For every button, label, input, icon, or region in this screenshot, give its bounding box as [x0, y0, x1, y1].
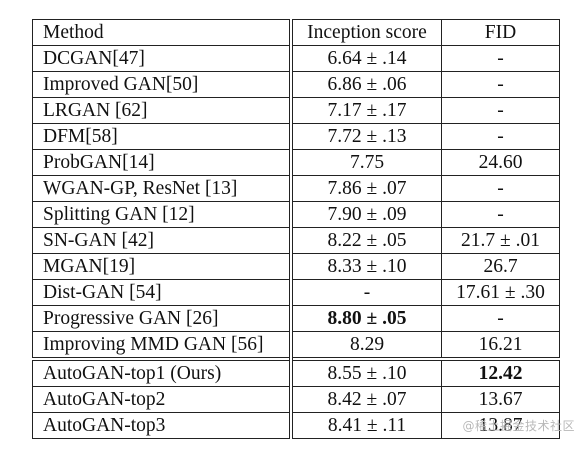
fid-cell: - — [441, 305, 560, 332]
fid-cell: 16.21 — [441, 331, 560, 360]
fid-cell: 26.7 — [441, 253, 560, 280]
inception-score-cell: 8.41 ± .11 — [291, 412, 442, 439]
fid-cell: - — [441, 123, 560, 150]
method-cell: SN-GAN [42] — [32, 227, 293, 254]
inception-score-cell: 7.90 ± .09 — [291, 201, 442, 228]
inception-score-cell: 6.86 ± .06 — [291, 71, 442, 98]
table-row: AutoGAN-top1 (Ours) 8.55 ± .10 12.42 — [32, 357, 560, 387]
watermark-text: @稀土掘金技术社区 — [462, 419, 575, 433]
fid-cell: 13.87 — [441, 412, 560, 439]
inception-score-cell: 8.42 ± .07 — [291, 386, 442, 413]
method-cell: DFM[58] — [32, 123, 293, 150]
inception-score-cell: 8.33 ± .10 — [291, 253, 442, 280]
fid-cell: 24.60 — [441, 149, 560, 176]
fid-cell: - — [441, 71, 560, 98]
table-row: Improved GAN[50] 6.86 ± .06- — [32, 71, 560, 98]
method-cell: ProbGAN[14] — [32, 149, 293, 176]
method-cell: Improved GAN[50] — [32, 71, 293, 98]
inception-score-cell: 7.17 ± .17 — [291, 97, 442, 124]
method-cell: WGAN-GP, ResNet [13] — [32, 175, 293, 202]
method-cell: Splitting GAN [12] — [32, 201, 293, 228]
table-row: SN-GAN [42] 8.22 ± .05 21.7 ± .01 — [32, 227, 560, 254]
inception-score-cell: 8.29 — [291, 331, 442, 360]
results-table: Method Inception score FID DCGAN[47] 6.64… — [32, 19, 560, 439]
method-cell: AutoGAN-top1 (Ours) — [32, 357, 293, 387]
fid-cell: 17.61 ± .30 — [441, 279, 560, 306]
table-row: AutoGAN-top2 8.42 ± .07 13.67 — [32, 386, 560, 413]
method-cell: LRGAN [62] — [32, 97, 293, 124]
inception-score-cell: - — [291, 279, 442, 306]
fid-cell: - — [441, 97, 560, 124]
header-method: Method — [32, 19, 293, 46]
method-cell: AutoGAN-top3 — [32, 412, 293, 439]
inception-score-cell: 6.64 ± .14 — [291, 45, 442, 72]
inception-score-cell: 7.75 — [291, 149, 442, 176]
table-row: LRGAN [62] 7.17 ± .17- — [32, 97, 560, 124]
table-row: Improving MMD GAN [56] 8.29 16.21 — [32, 331, 560, 360]
table-body: DCGAN[47] 6.64 ± .14- Improved GAN[50] 6.86… — [32, 45, 560, 439]
table-row: Splitting GAN [12] 7.90 ± .09- — [32, 201, 560, 228]
table-row: DFM[58] 7.72 ± .13- — [32, 123, 560, 150]
inception-score-cell: 7.86 ± .07 — [291, 175, 442, 202]
inception-score-cell: 8.22 ± .05 — [291, 227, 442, 254]
method-cell: Improving MMD GAN [56] — [32, 331, 293, 360]
method-cell: Dist-GAN [54] — [32, 279, 293, 306]
method-cell: Progressive GAN [26] — [32, 305, 293, 332]
table-row: AutoGAN-top3 8.41 ± .11 13.87 — [32, 412, 560, 439]
method-cell: MGAN[19] — [32, 253, 293, 280]
table-row: WGAN-GP, ResNet [13] 7.86 ± .07- — [32, 175, 560, 202]
method-cell: AutoGAN-top2 — [32, 386, 293, 413]
table-row: DCGAN[47] 6.64 ± .14- — [32, 45, 560, 72]
header-row: Method Inception score FID — [32, 19, 560, 46]
table-row: Dist-GAN [54] -17.61 ± .30 — [32, 279, 560, 306]
fid-cell: 21.7 ± .01 — [441, 227, 560, 254]
fid-cell: - — [441, 201, 560, 228]
table-row: ProbGAN[14] 7.75 24.60 — [32, 149, 560, 176]
inception-score-cell: 8.80 ± .05 — [291, 305, 442, 332]
inception-score-cell: 8.55 ± .10 — [291, 357, 442, 387]
fid-cell: - — [441, 45, 560, 72]
header-inception-score: Inception score — [291, 19, 442, 46]
fid-cell: 13.67 — [441, 386, 560, 413]
fid-cell: 12.42 — [441, 357, 560, 387]
table-row: MGAN[19] 8.33 ± .10 26.7 — [32, 253, 560, 280]
table-row: Progressive GAN [26] 8.80 ± .05- — [32, 305, 560, 332]
inception-score-cell: 7.72 ± .13 — [291, 123, 442, 150]
header-fid: FID — [441, 19, 560, 46]
fid-cell: - — [441, 175, 560, 202]
method-cell: DCGAN[47] — [32, 45, 293, 72]
